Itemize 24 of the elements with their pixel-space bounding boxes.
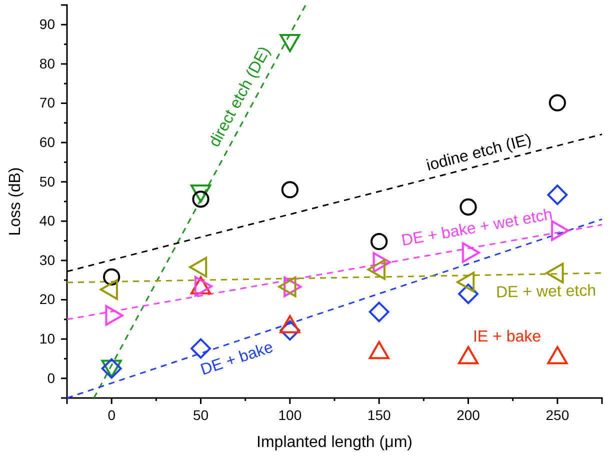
y-tick-label: 10 (39, 330, 56, 347)
y-tick-label: 90 (39, 16, 56, 32)
x-tick-label: 0 (108, 406, 116, 423)
text: DE + bake + wet etch (400, 206, 554, 250)
x-tick-label: 200 (456, 406, 480, 423)
x-tick-label: 150 (367, 406, 391, 423)
y-tick-label: 50 (39, 173, 56, 190)
y-tick-label: 30 (39, 252, 56, 268)
text: DE + bake (198, 338, 276, 379)
y-tick-label: 20 (39, 291, 56, 308)
x-tick-label: 250 (546, 406, 570, 423)
x-axis-title: Implanted length (μm) (256, 434, 412, 451)
text: direct etch (DE) (206, 44, 274, 150)
text: iodine etch (IE) (424, 131, 534, 175)
y-tick-label: 0 (47, 370, 56, 386)
y-tick-label: 60 (39, 134, 56, 150)
x-tick-label: 50 (192, 406, 209, 423)
y-axis-title: Loss (dB) (7, 167, 24, 236)
y-tick-label: 80 (39, 55, 56, 72)
y-tick-label: 70 (39, 94, 56, 111)
series-label: DE + wet etch (496, 282, 596, 302)
series-label: IE + bake (472, 328, 542, 346)
x-tick-label: 100 (278, 406, 302, 423)
y-tick-label: 40 (39, 212, 56, 229)
